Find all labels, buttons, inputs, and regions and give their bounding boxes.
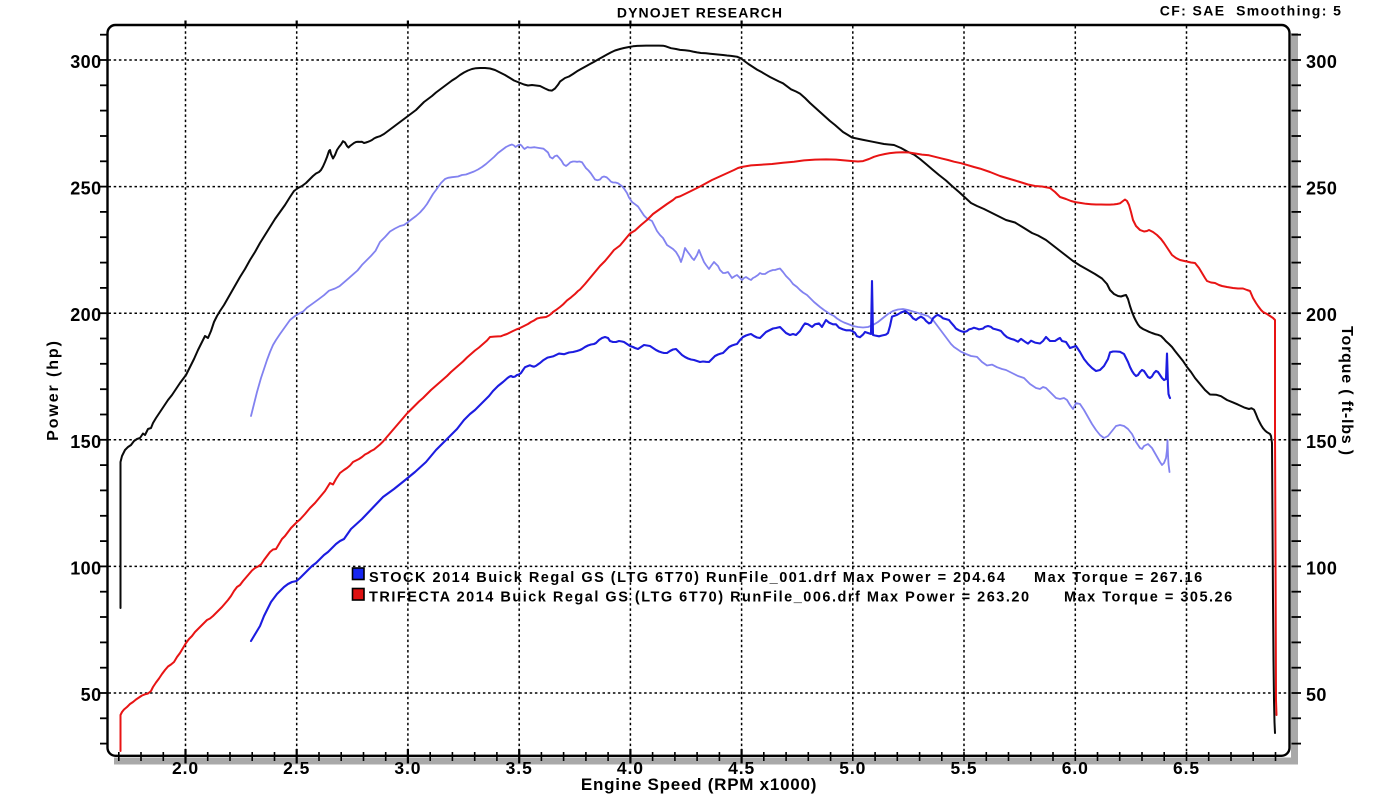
svg-text:200: 200 [1306,305,1337,325]
svg-text:DYNOJET RESEARCH: DYNOJET RESEARCH [617,5,783,21]
svg-text:Torque ( ft-lbs ): Torque ( ft-lbs ) [1338,326,1355,456]
svg-text:5.5: 5.5 [950,758,977,778]
svg-text:4.0: 4.0 [617,758,644,778]
svg-text:6.0: 6.0 [1062,758,1089,778]
svg-text:300: 300 [70,52,101,72]
svg-text:STOCK 2014 Buick Regal GS (LTG: STOCK 2014 Buick Regal GS (LTG 6T70) Run… [369,570,1006,586]
svg-text:300: 300 [1306,52,1337,72]
svg-text:Power (hp): Power (hp) [45,339,62,441]
svg-text:CF: SAE Smoothing: 5: CF: SAE Smoothing: 5 [1160,3,1343,19]
svg-text:2.5: 2.5 [283,758,310,778]
svg-text:3.0: 3.0 [394,758,421,778]
svg-text:Engine Speed (RPM x1000): Engine Speed (RPM x1000) [581,775,817,794]
svg-text:150: 150 [70,432,101,452]
svg-text:Max Torque = 305.26: Max Torque = 305.26 [1064,590,1234,606]
svg-text:5.0: 5.0 [839,758,866,778]
svg-text:50: 50 [81,685,102,705]
svg-text:4.5: 4.5 [728,758,755,778]
svg-text:3.5: 3.5 [506,758,533,778]
svg-text:50: 50 [1306,685,1327,705]
svg-text:6.5: 6.5 [1173,758,1200,778]
svg-text:Max Torque = 267.16: Max Torque = 267.16 [1034,570,1204,586]
svg-text:100: 100 [1306,558,1337,578]
svg-text:200: 200 [70,305,101,325]
svg-text:100: 100 [70,558,101,578]
svg-text:2.0: 2.0 [172,758,199,778]
svg-text:250: 250 [70,179,101,199]
svg-text:TRIFECTA 2014 Buick Regal GS (: TRIFECTA 2014 Buick Regal GS (LTG 6T70) … [369,590,1031,606]
svg-text:150: 150 [1306,432,1337,452]
svg-text:250: 250 [1306,179,1337,199]
